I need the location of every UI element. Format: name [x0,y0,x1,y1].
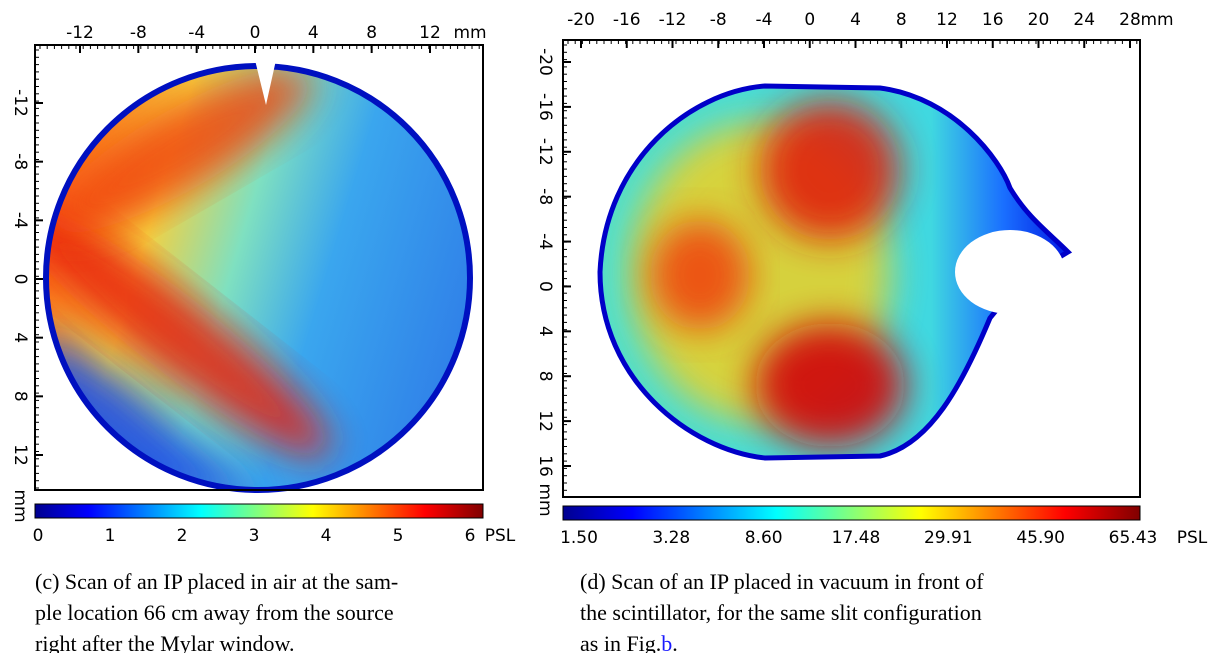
colorbar-unit: PSL [1177,528,1208,548]
caption-line: (d) Scan of an IP placed in vacuum in fr… [580,569,984,594]
colorbar-tick-label: 3.28 [652,528,690,548]
caption-line: (c) Scan of an IP placed in air at the s… [35,569,398,594]
left-unit: mm [10,489,30,522]
left-tick-label: -20 [535,48,555,76]
colorbar-tick-label: 1 [105,526,116,546]
frame [562,39,1141,498]
left-tick-label: 4 [535,326,555,337]
left-tick-label: 16 [535,455,555,477]
colorbar-tick-label: 17.48 [832,528,881,548]
top-tick-label: -20 [567,10,595,30]
top-unit: mm [1140,10,1173,30]
top-tick-label: 4 [850,10,861,30]
top-tick-label: 24 [1073,10,1095,30]
colorbar [34,503,484,519]
left-tick-label: -12 [10,89,30,117]
left-unit: mm [535,483,555,516]
left-tick-label: 8 [10,391,30,402]
caption-line: ple location 66 cm away from the source [35,600,394,625]
top-tick-label: 8 [896,10,907,30]
top-tick-label: 16 [982,10,1004,30]
colorbar-tick-label: 4 [321,526,332,546]
colorbar [562,505,1141,521]
caption-line: right after the Mylar window. [35,631,294,653]
top-tick-label: -12 [659,10,687,30]
top-tick-label: 28 [1119,10,1141,30]
left-tick-label: 4 [10,332,30,343]
top-tick-label: -8 [710,10,727,30]
top-tick-label: 0 [804,10,815,30]
top-unit: mm [453,23,486,43]
top-tick-label: -4 [188,23,205,43]
left-tick-label: -4 [10,212,30,229]
left-tick-label: 12 [10,444,30,466]
left-tick-label: 0 [535,281,555,292]
caption-end: . [672,631,678,653]
left-tick-label: -16 [535,93,555,121]
top-tick-label: 4 [308,23,319,43]
colorbar-tick-label: 2 [177,526,188,546]
colorbar-tick-label: 45.90 [1016,528,1065,548]
top-tick-label: 0 [250,23,261,43]
top-tick-label: -16 [613,10,641,30]
top-tick-label: 8 [366,23,377,43]
colorbar-tick-label: 0 [33,526,44,546]
figure-ref[interactable]: b [661,631,672,656]
colorbar-tick-label: 1.50 [560,528,598,548]
top-tick-label: 12 [936,10,958,30]
caption-line: the scintillator, for the same slit conf… [580,600,982,625]
colorbar-tick-label: 29.91 [924,528,973,548]
colorbar-tick-label: 8.60 [745,528,783,548]
top-tick-label: -8 [130,23,147,43]
colorbar-tick-label: 5 [393,526,404,546]
left-tick-label: 12 [535,410,555,432]
colorbar-unit: PSL [485,526,516,546]
left-tick-label: -8 [10,153,30,170]
frame [34,44,484,491]
heatmap-d [597,83,1073,461]
colorbar-tick-label: 3 [249,526,260,546]
left-tick-label: -4 [535,233,555,250]
left-tick-label: -12 [535,138,555,166]
top-tick-label: -4 [756,10,773,30]
caption-line: as in Fig.b. [580,631,678,653]
left-tick-label: 0 [10,274,30,285]
left-tick-label: -8 [535,188,555,205]
colorbar-tick-label: 65.43 [1109,528,1158,548]
top-tick-label: -12 [66,23,94,43]
top-tick-label: 20 [1028,10,1050,30]
left-tick-label: 8 [535,371,555,382]
colorbar-tick-label: 6 [465,526,476,546]
top-tick-label: 12 [419,23,441,43]
heatmap-c [43,60,473,493]
